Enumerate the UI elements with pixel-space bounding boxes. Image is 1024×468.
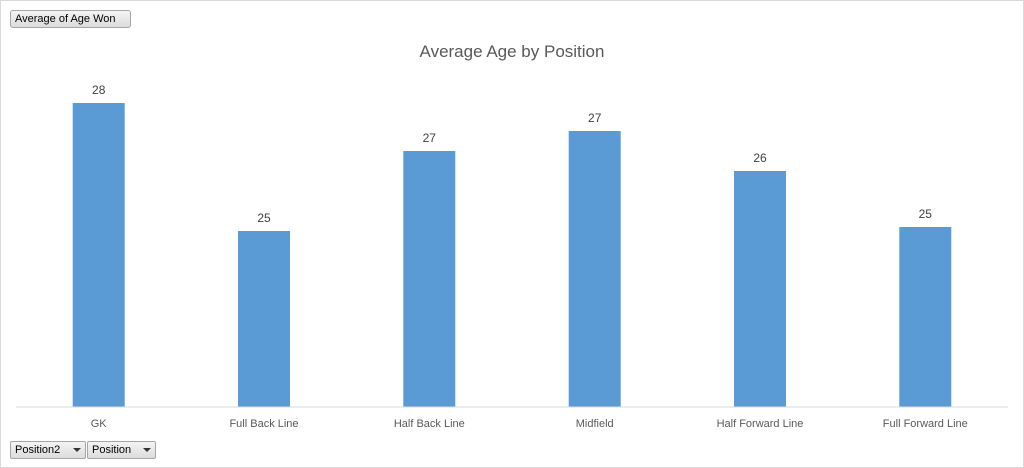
data-labels: 28 25 27 27 26 25 [92, 83, 932, 225]
data-label: 25 [257, 211, 271, 225]
bar [734, 171, 786, 407]
bar [568, 131, 621, 407]
category-tick-label: GK [91, 418, 108, 430]
position2-field-button[interactable]: Position2 [10, 441, 86, 459]
bars [72, 103, 952, 407]
category-tick-label: Half Back Line [394, 418, 465, 430]
chart-title: Average Age by Position [420, 42, 605, 61]
data-label: 27 [588, 111, 602, 125]
bar [403, 151, 456, 407]
value-field-label: Average of Age Won [15, 13, 116, 25]
value-field-button[interactable]: Average of Age Won [10, 10, 131, 28]
bar [899, 227, 952, 407]
data-label: 28 [92, 83, 106, 97]
category-axis: GK Full Back Line Half Back Line Midfield Ha… [91, 418, 968, 430]
category-tick-label: Half Forward Line [717, 418, 804, 430]
position2-field-label: Position2 [15, 444, 61, 456]
category-tick-label: Full Back Line [229, 418, 298, 430]
position-field-button[interactable]: Position [87, 441, 156, 459]
chevron-down-icon[interactable] [143, 448, 151, 452]
category-tick-label: Full Forward Line [883, 418, 968, 430]
chevron-down-icon[interactable] [73, 448, 81, 452]
bar [238, 231, 290, 407]
data-label: 26 [753, 151, 767, 165]
category-tick-label: Midfield [576, 418, 614, 430]
data-label: 25 [919, 207, 933, 221]
position-field-label: Position [92, 444, 132, 456]
data-label: 27 [423, 131, 437, 145]
bar [72, 103, 125, 407]
